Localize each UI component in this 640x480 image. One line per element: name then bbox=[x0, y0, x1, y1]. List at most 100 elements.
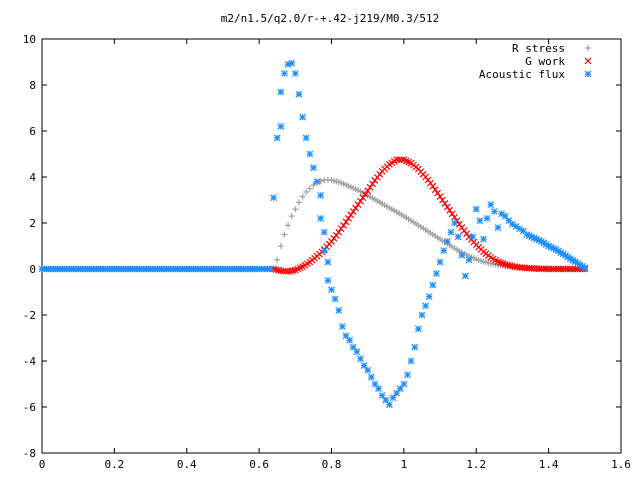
data-point bbox=[369, 180, 376, 188]
data-point bbox=[480, 235, 487, 243]
x-tick-label: 0.8 bbox=[322, 458, 342, 471]
data-point bbox=[436, 258, 444, 266]
data-point bbox=[425, 293, 433, 301]
data-point bbox=[361, 190, 369, 198]
y-tick-label: 6 bbox=[29, 125, 36, 138]
data-point bbox=[266, 265, 274, 273]
series-acoustic-flux bbox=[38, 59, 589, 409]
legend-label-r-stress: R stress bbox=[512, 42, 565, 55]
data-point bbox=[446, 206, 454, 214]
data-point bbox=[494, 224, 502, 232]
data-point bbox=[385, 401, 393, 409]
y-axis: 10 8 6 4 2 0 -2 -4 -6 -8 bbox=[23, 33, 621, 460]
data-point bbox=[476, 217, 484, 225]
data-point bbox=[299, 193, 306, 200]
data-point bbox=[364, 366, 372, 374]
data-point bbox=[306, 150, 314, 158]
data-point bbox=[295, 90, 303, 98]
legend-marker-glyph bbox=[584, 70, 592, 78]
data-point bbox=[349, 343, 357, 351]
data-point bbox=[429, 182, 437, 190]
data-point bbox=[306, 185, 313, 192]
data-point bbox=[281, 231, 288, 238]
data-point bbox=[291, 70, 299, 77]
data-point bbox=[310, 182, 317, 189]
data-point bbox=[342, 218, 350, 226]
data-point bbox=[277, 122, 285, 130]
data-point bbox=[411, 343, 419, 351]
data-point bbox=[324, 258, 332, 266]
x-tick-label: 1 bbox=[401, 458, 408, 471]
y-tick-label: -6 bbox=[23, 401, 36, 414]
data-point bbox=[352, 204, 360, 212]
data-point bbox=[451, 213, 458, 221]
data-point bbox=[389, 394, 397, 402]
data-point bbox=[277, 88, 285, 96]
y-tick-label: 10 bbox=[23, 33, 36, 46]
data-point bbox=[451, 219, 458, 227]
x-tick-label: 1.6 bbox=[611, 458, 631, 471]
data-point bbox=[357, 197, 364, 205]
data-point bbox=[335, 306, 343, 314]
data-point bbox=[292, 206, 299, 213]
data-point bbox=[371, 380, 379, 388]
data-point bbox=[418, 311, 426, 319]
data-point bbox=[357, 355, 364, 363]
data-point bbox=[320, 228, 328, 236]
x-tick-label: 0.6 bbox=[249, 458, 269, 471]
data-point bbox=[490, 208, 498, 215]
data-point bbox=[342, 332, 350, 340]
data-point bbox=[407, 357, 415, 365]
data-point bbox=[461, 272, 469, 280]
data-point bbox=[335, 228, 343, 236]
data-point bbox=[337, 225, 345, 233]
data-point bbox=[349, 208, 357, 215]
data-point bbox=[289, 267, 297, 274]
data-point bbox=[443, 203, 451, 211]
data-point bbox=[359, 194, 367, 202]
data-point bbox=[340, 221, 347, 229]
data-point bbox=[448, 210, 456, 218]
legend-marker-g-work bbox=[584, 57, 592, 65]
x-axis: 0 0.2 0.4 0.6 0.8 1 1.2 1.4 1.6 bbox=[39, 39, 631, 471]
data-point bbox=[393, 389, 401, 397]
data-point bbox=[404, 371, 411, 379]
legend: R stress G work Acoustic flux bbox=[479, 42, 592, 81]
data-layer bbox=[38, 59, 589, 409]
data-point bbox=[354, 201, 362, 209]
data-point bbox=[277, 243, 284, 249]
x-tick-label: 1.4 bbox=[539, 458, 559, 471]
data-point bbox=[483, 214, 491, 222]
data-point bbox=[353, 348, 361, 356]
data-point bbox=[313, 178, 321, 186]
data-point bbox=[288, 213, 295, 220]
data-point bbox=[338, 323, 346, 330]
legend-marker-glyph bbox=[584, 57, 592, 65]
data-point bbox=[274, 256, 281, 263]
data-point bbox=[439, 196, 446, 204]
data-point bbox=[328, 286, 335, 294]
data-point bbox=[431, 186, 439, 194]
data-point bbox=[472, 205, 480, 213]
y-tick-label: -8 bbox=[23, 447, 36, 460]
data-point bbox=[436, 193, 444, 200]
data-point bbox=[317, 214, 325, 222]
data-point bbox=[375, 385, 382, 393]
data-point bbox=[441, 200, 449, 207]
legend-marker-acoustic-flux bbox=[584, 70, 592, 78]
data-point bbox=[434, 189, 442, 197]
data-point bbox=[272, 266, 280, 274]
data-point bbox=[422, 302, 430, 310]
y-tick-label: 2 bbox=[29, 217, 36, 230]
data-point bbox=[320, 247, 328, 255]
data-point bbox=[469, 233, 477, 241]
x-tick-label: 0.2 bbox=[104, 458, 124, 471]
data-point bbox=[501, 260, 509, 268]
data-point bbox=[344, 214, 352, 222]
data-point bbox=[382, 396, 390, 404]
data-point bbox=[465, 256, 473, 264]
data-point bbox=[581, 264, 589, 272]
chart-title: m2/n1.5/q2.0/r-+.42-j219/M0.3/512 bbox=[221, 12, 440, 25]
data-point bbox=[273, 134, 281, 142]
data-point bbox=[447, 228, 455, 236]
